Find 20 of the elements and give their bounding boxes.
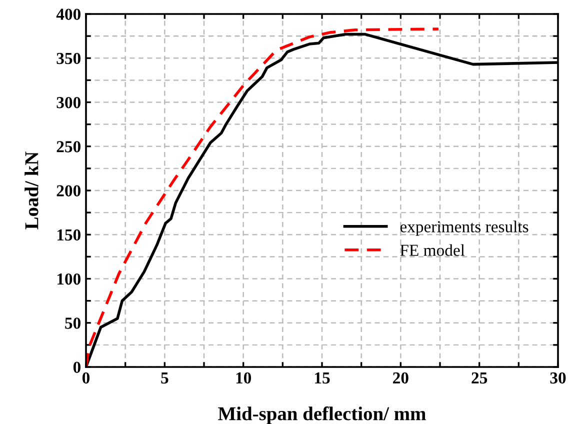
y-tick-label: 200: [56, 185, 81, 196]
x-tick-label: 20: [393, 372, 408, 384]
y-tick-label: 250: [56, 141, 81, 152]
x-axis-title: Mid-span deflection/ mm: [218, 406, 426, 424]
y-tick-label: 150: [57, 229, 81, 241]
y-tick-label: 100: [57, 273, 81, 285]
y-tick-label: 400: [56, 8, 81, 20]
legend-label: FE model: [400, 244, 465, 256]
x-tick-label: 15: [315, 372, 330, 384]
x-tick-label: 30: [550, 372, 566, 384]
x-tick-label: 0: [82, 372, 90, 384]
y-axis-title: Load/ kN: [24, 152, 38, 230]
y-tick-label: 350: [56, 52, 81, 64]
x-tick-label: 10: [236, 372, 252, 384]
x-tick-label: 5: [161, 372, 168, 384]
legend-label: experiments results: [400, 220, 528, 236]
y-tick-label: 50: [65, 318, 81, 329]
y-tick-label: 0: [73, 362, 81, 373]
y-tick-label: 300: [56, 96, 81, 108]
x-tick-label: 25: [472, 372, 488, 384]
